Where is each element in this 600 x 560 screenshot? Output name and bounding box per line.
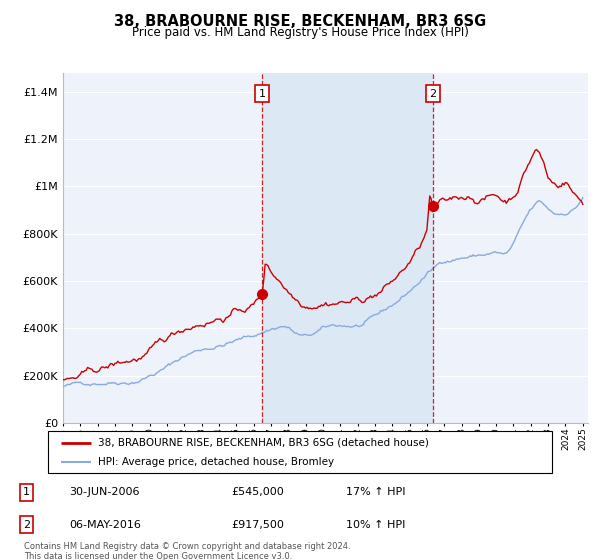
Text: 06-MAY-2016: 06-MAY-2016 (70, 520, 142, 530)
Text: 2: 2 (23, 520, 30, 530)
Bar (262, 73, 433, 423)
Text: £917,500: £917,500 (231, 520, 284, 530)
Text: Contains HM Land Registry data © Crown copyright and database right 2024.
This d: Contains HM Land Registry data © Crown c… (24, 542, 350, 560)
FancyBboxPatch shape (48, 431, 552, 473)
Text: 2: 2 (430, 88, 436, 99)
Text: 30-JUN-2006: 30-JUN-2006 (70, 487, 140, 497)
Text: 1: 1 (23, 487, 30, 497)
Text: 38, BRABOURNE RISE, BECKENHAM, BR3 6SG (detached house): 38, BRABOURNE RISE, BECKENHAM, BR3 6SG (… (98, 437, 429, 447)
Text: £545,000: £545,000 (231, 487, 284, 497)
Text: 10% ↑ HPI: 10% ↑ HPI (346, 520, 406, 530)
Text: HPI: Average price, detached house, Bromley: HPI: Average price, detached house, Brom… (98, 457, 335, 467)
Text: Price paid vs. HM Land Registry's House Price Index (HPI): Price paid vs. HM Land Registry's House … (131, 26, 469, 39)
Text: 1: 1 (259, 88, 266, 99)
Text: 17% ↑ HPI: 17% ↑ HPI (346, 487, 406, 497)
Text: 38, BRABOURNE RISE, BECKENHAM, BR3 6SG: 38, BRABOURNE RISE, BECKENHAM, BR3 6SG (114, 14, 486, 29)
